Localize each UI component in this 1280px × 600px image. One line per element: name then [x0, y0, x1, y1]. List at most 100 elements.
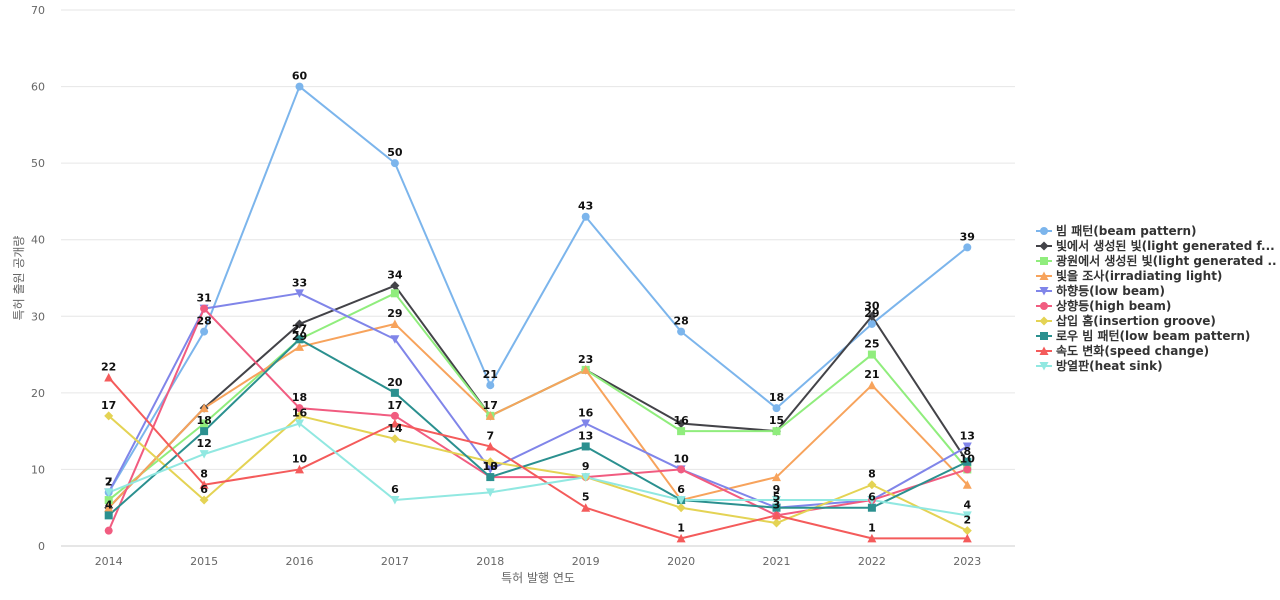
data-label: 25: [864, 338, 879, 351]
x-tick-label: 2017: [381, 555, 409, 568]
y-tick-label: 20: [31, 387, 45, 400]
data-label: 18: [196, 414, 211, 427]
y-axis-title: 특허 출원 공개량: [12, 236, 26, 321]
legend-item[interactable]: 빛에서 생성된 빛(light generated f...: [1036, 238, 1276, 253]
data-label: 10: [673, 452, 689, 465]
x-tick-label: 2016: [286, 555, 314, 568]
data-label: 50: [387, 146, 403, 159]
legend-item[interactable]: 방열판(heat sink): [1036, 358, 1276, 373]
data-point: [390, 411, 399, 420]
data-point: [390, 335, 400, 344]
data-point: [676, 503, 686, 513]
data-label: 15: [769, 414, 784, 427]
series-line-6: [108, 414, 968, 532]
data-label: 2: [105, 475, 113, 488]
series-line-4: [107, 292, 968, 509]
data-point: [199, 450, 209, 459]
data-point: [772, 503, 781, 512]
x-tick-label: 2021: [763, 555, 791, 568]
data-point: [867, 533, 877, 543]
data-point: [104, 373, 114, 382]
series-line-1: [107, 284, 969, 509]
data-label: 13: [960, 429, 975, 442]
data-label: 13: [483, 460, 498, 473]
x-tick-label: 2014: [95, 555, 123, 568]
data-point: [867, 496, 877, 505]
data-point: [104, 526, 113, 535]
data-point: [104, 511, 113, 520]
data-label: 13: [578, 429, 593, 442]
data-point: [390, 289, 399, 298]
data-label: 16: [292, 406, 308, 419]
x-tick-label: 2020: [667, 555, 695, 568]
data-label: 17: [483, 399, 498, 412]
data-label: 29: [864, 307, 879, 320]
data-label: 9: [773, 483, 781, 496]
data-point: [486, 473, 495, 482]
data-label: 6: [391, 483, 399, 496]
legend-item[interactable]: 상향등(high beam): [1036, 298, 1276, 313]
legend-label: 상향등(high beam): [1056, 299, 1172, 313]
legend-marker: [1039, 286, 1049, 295]
data-label: 1: [677, 521, 685, 534]
legend-item[interactable]: 로우 빔 패턴(low beam pattern): [1036, 328, 1276, 343]
legend-swatch: [1036, 241, 1052, 250]
y-tick-label: 30: [31, 310, 45, 323]
data-label: 20: [387, 376, 403, 389]
y-tick-label: 50: [31, 157, 45, 170]
y-axis-ticks: 0 10 20 30 40 50 60 70: [31, 4, 45, 553]
data-point: [200, 327, 209, 336]
data-label: 10: [960, 452, 976, 465]
legend-item[interactable]: 속도 변화(speed change): [1036, 343, 1276, 358]
legend-item[interactable]: 빛을 조사(irradiating light): [1036, 268, 1276, 283]
y-tick-label: 0: [38, 540, 45, 553]
data-point: [485, 457, 495, 467]
legend-item[interactable]: 빔 패턴(beam pattern): [1036, 223, 1276, 238]
legend-marker: [1040, 301, 1048, 310]
data-label: 4: [105, 498, 113, 511]
data-point: [486, 381, 495, 390]
data-label: 33: [292, 276, 307, 289]
data-point: [104, 411, 114, 421]
data-point: [390, 281, 400, 291]
legend-item[interactable]: 삽입 홈(insertion groove): [1036, 313, 1276, 328]
y-tick-label: 10: [31, 463, 45, 476]
x-tick-label: 2018: [476, 555, 504, 568]
y-tick-label: 40: [31, 234, 45, 247]
data-label: 17: [101, 399, 116, 412]
series-line-7: [108, 338, 968, 517]
data-point: [676, 418, 686, 428]
data-point: [581, 212, 590, 221]
data-point: [295, 319, 304, 329]
legend-item[interactable]: 광원에서 생성된 빛(light generated ...: [1036, 253, 1276, 268]
data-label: 28: [673, 315, 688, 328]
series-line-9: [108, 422, 968, 517]
legend-marker: [1040, 256, 1048, 265]
data-point: [199, 480, 209, 489]
legend-swatch: [1036, 271, 1052, 280]
data-label: 14: [387, 422, 403, 435]
data-label: 18: [292, 391, 307, 404]
data-label: 18: [769, 391, 784, 404]
data-label: 3: [773, 498, 781, 511]
data-point: [962, 526, 972, 536]
data-point: [104, 488, 114, 497]
data-point: [390, 434, 400, 444]
legend-marker: [1039, 241, 1049, 250]
data-point: [963, 465, 972, 474]
legend-item[interactable]: 하향등(low beam): [1036, 283, 1276, 298]
data-point: [485, 411, 495, 420]
data-point: [772, 427, 781, 436]
legend-marker: [1039, 271, 1049, 280]
data-point: [676, 533, 686, 543]
x-tick-label: 2022: [858, 555, 886, 568]
data-point: [295, 419, 304, 428]
data-label: 43: [578, 200, 593, 213]
data-point: [867, 503, 876, 512]
legend-marker: [1039, 346, 1049, 355]
data-point: [867, 350, 876, 359]
data-label: 21: [864, 368, 879, 381]
data-point: [962, 480, 972, 489]
